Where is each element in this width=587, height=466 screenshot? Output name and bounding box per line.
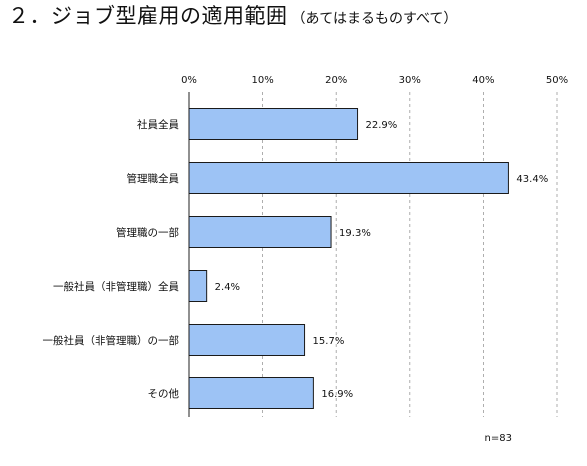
bar <box>188 377 314 409</box>
x-tick-label: 50% <box>546 75 568 86</box>
x-tick-label: 20% <box>325 75 347 86</box>
data-label: 19.3% <box>339 228 371 239</box>
category-label: 管理職全員 <box>127 172 180 185</box>
x-tick-label: 40% <box>472 75 494 86</box>
chart-title-sub: （あてはまるものすべて） <box>291 11 458 27</box>
data-label: 43.4% <box>516 174 548 185</box>
bar <box>188 270 208 302</box>
category-label: 管理職の一部 <box>116 226 179 239</box>
x-tick-label: 30% <box>399 75 421 86</box>
category-labels: 社員全員管理職全員管理職の一部一般社員（非管理職）全員一般社員（非管理職）の一部… <box>43 118 180 400</box>
x-axis: 0% 10% 20% 30% 40% 50% <box>181 75 568 86</box>
bar <box>188 162 509 194</box>
bar <box>188 324 306 356</box>
data-labels: 22.9% 43.4% 19.3% 2.4% 15.7% 16.9% <box>215 120 549 400</box>
category-label: その他 <box>148 387 180 400</box>
sample-size-note: n=83 <box>485 433 512 444</box>
data-label: 2.4% <box>215 282 240 293</box>
chart-title: ２．ジョブ型雇用の適用範囲 （あてはまるものすべて） <box>8 6 457 27</box>
data-label: 16.9% <box>321 389 353 400</box>
bar <box>188 216 332 248</box>
category-label: 一般社員（非管理職）の一部 <box>43 334 180 347</box>
data-label: 22.9% <box>366 120 398 131</box>
bars <box>188 108 509 409</box>
category-label: 社員全員 <box>137 118 179 131</box>
x-tick-label: 10% <box>251 75 273 86</box>
bar <box>188 108 359 140</box>
chart-title-main: ２．ジョブ型雇用の適用範囲 <box>8 4 288 28</box>
category-label: 一般社員（非管理職）全員 <box>53 280 179 293</box>
grid-lines <box>188 92 558 417</box>
x-tick-label: 0% <box>181 75 197 86</box>
data-label: 15.7% <box>313 336 345 347</box>
